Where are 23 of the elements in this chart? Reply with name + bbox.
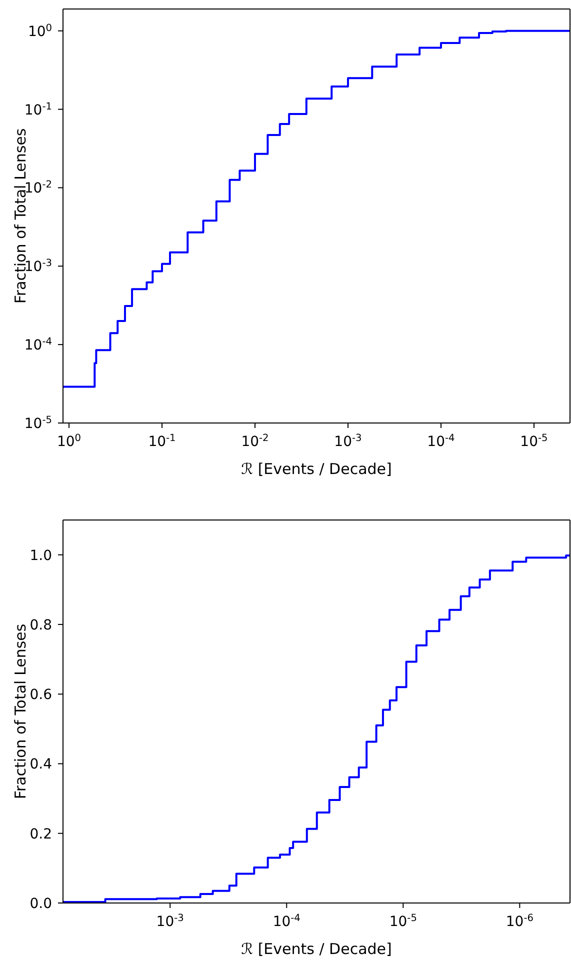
x-tick-label: 10$^{-5}$: [389, 912, 417, 930]
y-tick-label: 0.0: [30, 896, 52, 912]
y-axis-title: Fraction of Total Lenses: [11, 624, 30, 800]
y-tick-label: 10$^{-1}$: [24, 100, 52, 118]
x-tick-label: 10$^{-4}$: [427, 432, 455, 450]
x-tick-label: 10$^{-3}$: [334, 432, 362, 450]
x-tick-label: 10$^{-3}$: [156, 912, 184, 930]
x-tick-label: 10$^{0}$: [56, 432, 82, 450]
y-tick-label: 10$^{0}$: [28, 22, 52, 40]
y-tick-label: 0.2: [30, 826, 52, 842]
x-tick-label: 10$^{-4}$: [272, 912, 300, 930]
x-tick-label: 10$^{-5}$: [520, 432, 548, 450]
y-tick-label: 0.8: [30, 617, 52, 634]
y-tick-label: 0.6: [30, 687, 52, 704]
y-tick-label: 10$^{-4}$: [24, 336, 52, 354]
y-tick-label: 10$^{-5}$: [24, 414, 52, 432]
x-tick-label: 10$^{-1}$: [148, 432, 176, 450]
y-tick-label: 1.0: [30, 548, 52, 564]
x-tick-label: 10$^{-2}$: [241, 432, 269, 450]
x-axis-title: ℛ [Events / Decade]: [241, 460, 392, 478]
y-tick-label: 0.4: [30, 756, 52, 773]
x-axis-title: ℛ [Events / Decade]: [241, 940, 392, 958]
x-tick-label: 10$^{-6}$: [506, 912, 534, 930]
